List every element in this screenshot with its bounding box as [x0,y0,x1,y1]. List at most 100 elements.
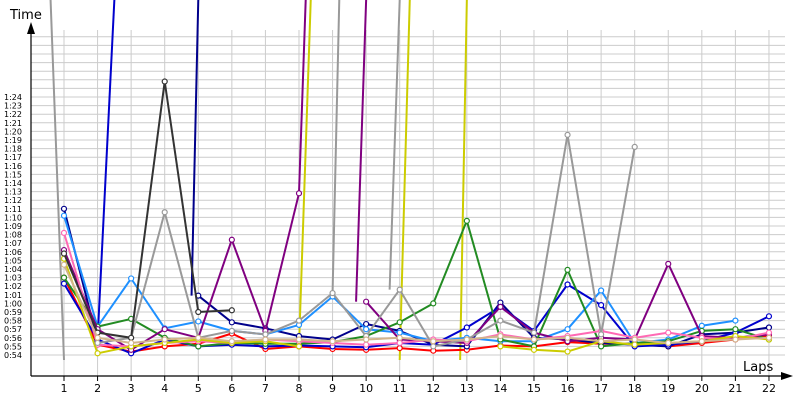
x-tick-label: 17 [594,382,608,395]
y-tick-label: 1:23 [4,102,22,111]
y-tick-label: 1:19 [4,136,22,145]
y-tick-label: 1:14 [4,179,22,188]
data-point [463,324,470,331]
data-point [161,209,168,216]
data-point [363,298,370,305]
data-point [665,260,672,267]
grid-lines [31,30,785,381]
data-point [363,320,370,328]
x-tick-label: 6 [228,382,235,395]
data-point [195,308,202,316]
y-tick-label: 1:11 [4,205,22,214]
x-tick-label: 20 [695,382,709,395]
x-tick-label: 14 [493,382,507,395]
data-point [430,338,437,345]
data-point [228,307,235,314]
x-tick-label: 7 [262,382,269,395]
y-tick-label: 1:10 [4,213,22,222]
y-tick-label: 0:55 [4,342,22,351]
data-point [497,303,504,310]
data-point [732,317,739,324]
data-point [732,326,739,333]
data-point [363,341,370,348]
x-tick-label: 5 [195,382,202,395]
data-point [128,339,135,347]
series-lines [60,78,773,357]
data-point [262,331,269,338]
data-point [564,348,571,355]
off-scale-segment [331,0,341,294]
y-tick-label: 1:07 [4,239,22,248]
data-point [497,343,504,350]
data-point [530,329,538,336]
axes [27,22,793,380]
data-point [295,317,303,324]
off-scale-segment [190,0,200,296]
data-point [228,319,235,326]
data-point [363,336,370,343]
data-point [161,326,168,333]
data-point [396,339,403,347]
data-point [631,336,638,343]
data-point [665,329,672,336]
x-tick-label: 1 [61,382,68,395]
data-point [60,261,68,268]
data-point [564,326,571,333]
data-point [94,339,101,347]
y-tick-label: 1:00 [4,299,22,308]
x-tick-label: 18 [628,382,642,395]
off-scale-segment [297,0,312,347]
data-point [463,217,470,224]
data-point [195,334,202,341]
y-axis-title: Time [9,8,42,23]
data-point [363,326,370,333]
x-tick-labels: 1 2 3 4 5 6 7 8 9 10 11 12 13 14 15 16 17 18 19 20 21 22 [61,382,776,395]
y-axis-arrow [27,22,35,34]
data-point [60,250,68,257]
data-point [698,322,705,329]
data-point [564,266,571,273]
data-point [396,334,403,341]
x-tick-label: 13 [460,382,474,395]
data-point [396,286,403,293]
data-point [94,350,101,357]
series-11 [60,261,773,347]
data-point [60,274,68,281]
y-tick-label: 1:01 [4,291,22,300]
data-point [564,281,571,288]
data-point [396,329,403,336]
data-point [128,275,135,282]
y-tick-label: 1:04 [4,265,22,274]
data-point [60,280,68,287]
y-tick-label: 1:12 [4,196,22,205]
data-point [732,336,739,343]
x-tick-label: 22 [762,382,776,395]
data-point [228,236,235,243]
data-point [60,212,68,219]
y-tick-label: 0:54 [4,351,22,360]
y-tick-label: 1:18 [4,145,22,154]
y-tick-label: 1:21 [4,119,22,128]
series-line [63,80,232,339]
y-tick-label: 0:59 [4,308,22,317]
x-tick-label: 15 [527,382,541,395]
data-point [295,343,303,350]
data-point [60,229,68,236]
x-tick-label: 16 [561,382,575,395]
data-point [631,143,638,150]
x-tick-label: 19 [661,382,675,395]
x-axis-title: Laps [743,360,773,375]
data-point [128,334,135,341]
x-tick-label: 21 [728,382,742,395]
y-tick-label: 1:06 [4,248,22,257]
y-tick-label: 1:17 [4,153,22,162]
data-point [631,341,638,348]
off-scale-segment [355,0,368,302]
x-tick-label: 8 [295,382,302,395]
data-point [195,343,202,350]
data-point [430,300,437,307]
data-point [598,287,605,294]
data-point [765,334,773,341]
data-point [765,329,773,336]
